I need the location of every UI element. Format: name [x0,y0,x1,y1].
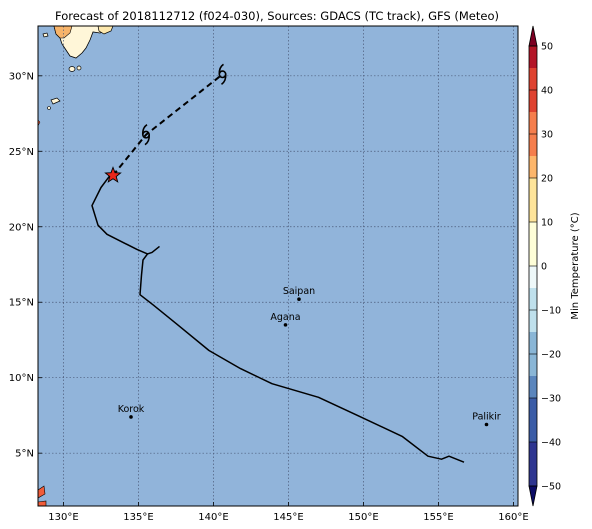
colorbar-segment [529,376,537,398]
colorbar-segment [529,442,537,464]
lon-tick-label: 135°E [123,512,153,523]
colorbar-segment [529,332,537,354]
yakushima-island [76,65,82,71]
colorbar-segment [529,112,537,134]
lat-tick-label: 25°N [9,147,34,158]
cyclone-eye [218,70,227,79]
lat-tick-label: 5°N [15,449,34,460]
colorbar-tick-label: 20 [541,174,553,185]
philippines-edge-south [38,500,47,506]
colorbar-segment [529,134,537,156]
cyclone-symbol-icon [141,124,151,146]
colorbar: −50 −40 −30 −20 −10 0 10 20 30 40 50 [528,25,561,507]
small-islet [47,106,51,110]
colorbar-segment [529,464,537,486]
colorbar-segment [529,222,537,244]
place-layer: Saipan Agana Korok Palikir [118,286,501,427]
graticule [38,26,518,506]
amami-island [50,97,61,105]
map-frame [37,25,519,507]
place-marker [283,323,288,327]
place-label: Agana [270,312,300,323]
shikoku-island [97,26,114,35]
lat-tick-label: 20°N [9,222,34,233]
place-marker [484,422,489,427]
cyclone-arm-north [218,63,224,75]
colorbar-tick-label: 0 [541,262,547,273]
colorbar-extend-min [528,485,538,507]
past-track-line-south [139,253,465,463]
colorbar-label: Min Temperature (°C) [570,212,581,319]
tanegashima-island [68,66,76,72]
colorbar-segment [529,200,537,222]
colorbar-extend-max [528,25,538,47]
place-label: Palikir [472,411,501,422]
place-marker [129,415,133,419]
past-track-line [91,174,160,255]
lon-tick-label: 150°E [348,512,378,523]
colorbar-segment [529,68,537,90]
cyclone-eye [141,130,151,139]
colorbar-tick-label: −40 [541,438,561,449]
lon-tick-label: 155°E [423,512,453,523]
track-layer [91,63,465,463]
philippines-edge [38,485,46,499]
colorbar-tick-label: −50 [541,482,561,493]
colorbar-tick-label: 30 [541,130,553,141]
colorbar-segment [529,156,537,178]
place-label: Korok [118,404,145,415]
colorbar-tick-label: −20 [541,350,561,361]
colorbar-segment [529,398,537,420]
colorbar-tick-label: 50 [541,42,553,53]
axis-ticks: 130°E 135°E 140°E 145°E 150°E 155°E 160°E 5°N 10… [9,71,529,523]
colorbar-tick-label: −30 [541,394,561,405]
figure-title: Forecast of 2018112712 (f024-030), Sourc… [55,9,499,23]
storm-position-star-icon [104,166,122,183]
lat-tick-label: 10°N [9,373,34,384]
colorbar-segment [529,244,537,266]
colorbar-segment [529,420,537,442]
cyclone-arm-north [141,124,148,135]
koshiki-islands [42,32,49,38]
colorbar-segment [529,288,537,310]
colorbar-segment [529,178,537,200]
lon-tick-label: 145°E [273,512,303,523]
land-layer [38,26,114,506]
colorbar-segment [529,310,537,332]
colorbar-segment [529,90,537,112]
colorbar-tick-label: 40 [541,86,553,97]
lat-tick-label: 15°N [9,298,34,309]
colorbar-segment [529,46,537,68]
lat-tick-label: 30°N [9,71,34,82]
japan-coast-band [53,26,73,39]
lon-tick-label: 140°E [198,512,228,523]
colorbar-tick-label: 10 [541,218,553,229]
forecast-track-line [112,73,224,177]
place-marker [297,297,301,302]
ocean-background [38,26,518,506]
lon-tick-label: 160°E [498,512,528,523]
colorbar-segment [529,266,537,288]
cyclone-arm-south [221,74,227,85]
lon-tick-label: 130°E [48,512,78,523]
cyclone-arm-south [144,134,151,146]
cyclone-symbol-icon [218,63,227,85]
colorbar-segment [529,354,537,376]
colorbar-tick-label: −10 [541,306,561,317]
place-label: Saipan [283,286,315,297]
